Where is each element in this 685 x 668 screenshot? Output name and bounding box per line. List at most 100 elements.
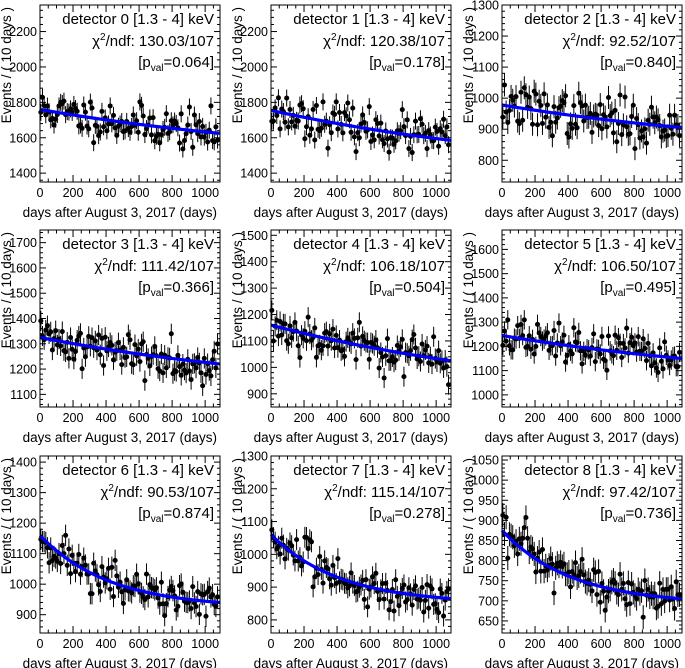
chi-symbol: χ (94, 258, 102, 275)
data-point (624, 318, 630, 338)
marker (617, 571, 623, 577)
data-point (554, 106, 560, 130)
marker (355, 335, 361, 341)
data-point (277, 120, 283, 138)
chi2-value: 130.03/107 (139, 33, 214, 50)
data-point (58, 335, 64, 357)
marker (672, 605, 678, 611)
marker (188, 605, 194, 611)
marker (64, 562, 70, 568)
x-tick-label: 1000 (191, 637, 219, 651)
chi-symbol: χ (100, 484, 108, 501)
data-point (107, 97, 113, 115)
marker (667, 112, 673, 118)
marker (277, 126, 283, 132)
data-point (381, 135, 387, 153)
y-tick-label: 1100 (241, 515, 268, 529)
data-point (544, 323, 550, 343)
data-point (520, 108, 526, 132)
data-point (551, 580, 557, 606)
chi2-value: 106.50/107 (601, 258, 676, 275)
marker (657, 345, 663, 351)
panel-detector-5: 0 200 400 600 800 1000 1000 1100 1200 1300 1400 150… (461, 229, 683, 445)
x-axis-label: days after August 3, 2017 (days) (23, 656, 217, 668)
marker (361, 596, 367, 602)
y-tick-label: 900 (247, 387, 268, 401)
marker (526, 333, 532, 339)
marker (576, 329, 582, 335)
data-point (505, 546, 511, 571)
marker (317, 553, 323, 559)
data-point (591, 324, 597, 344)
marker (120, 600, 126, 606)
marker (518, 89, 524, 95)
y-tick-label: 900 (247, 581, 268, 595)
marker (332, 111, 338, 117)
data-point (505, 310, 511, 330)
data-point (599, 117, 605, 141)
data-point (145, 586, 151, 608)
data-point (325, 336, 331, 357)
panel-title: detector 6 [1.3 - 4] keV (62, 462, 214, 479)
marker (328, 582, 334, 588)
marker (551, 328, 557, 334)
marker (346, 583, 352, 589)
pval-close: ] (441, 279, 445, 296)
marker (300, 106, 306, 112)
marker (601, 588, 607, 594)
pval-close: ] (672, 54, 676, 71)
chi-ndf-label: /ndf: (576, 33, 609, 50)
y-tick-label: 1300 (471, 0, 499, 13)
data-point (640, 605, 646, 630)
marker (581, 118, 587, 124)
x-tick-label: 600 (129, 637, 150, 651)
marker (424, 343, 430, 349)
marker (417, 359, 423, 365)
marker (597, 351, 603, 357)
data-points (269, 300, 452, 395)
pval-open: [p (138, 54, 151, 71)
y-tick-label: 1100 (472, 61, 499, 75)
x-axis: 0 200 400 600 800 1000 (37, 456, 219, 651)
marker (308, 539, 314, 545)
marker (569, 351, 575, 357)
y-axis: 1400 1600 1800 2000 2200 (9, 9, 220, 181)
marker (639, 348, 645, 354)
x-tick-label: 400 (327, 637, 348, 651)
data-point (615, 582, 621, 607)
data-point (284, 89, 290, 107)
marker (356, 135, 362, 141)
data-point (614, 130, 620, 154)
data-point (657, 338, 663, 358)
marker (287, 323, 293, 329)
y-tick-label: 1400 (9, 312, 37, 326)
pval-close: ] (210, 54, 214, 71)
marker (381, 596, 387, 602)
y-tick-label: 1300 (240, 450, 268, 464)
x-axis: 0 200 400 600 800 1000 (268, 5, 450, 200)
marker (270, 118, 276, 124)
marker (185, 122, 191, 128)
chi2-value: 115.14/107 (371, 484, 445, 501)
y-tick-label: 800 (478, 154, 499, 168)
data-point (378, 114, 384, 132)
data-point (419, 333, 425, 355)
data-point (109, 335, 115, 356)
pval-value: 0.366 (172, 279, 210, 296)
data-point (371, 131, 377, 149)
data-point (622, 85, 628, 109)
data-point (196, 603, 202, 626)
chi-superscript: 2 (331, 257, 337, 268)
data-point (320, 572, 326, 594)
data-point (384, 328, 390, 349)
marker (538, 102, 544, 108)
marker (539, 120, 545, 126)
marker (597, 102, 603, 108)
marker (150, 115, 156, 121)
x-axis: 0 200 400 600 800 1000 (499, 456, 681, 651)
data-point (190, 575, 196, 598)
data-points (269, 89, 452, 162)
data-point (386, 143, 392, 161)
pval-equals: = (626, 54, 635, 71)
pval-subscript: val (151, 514, 164, 525)
